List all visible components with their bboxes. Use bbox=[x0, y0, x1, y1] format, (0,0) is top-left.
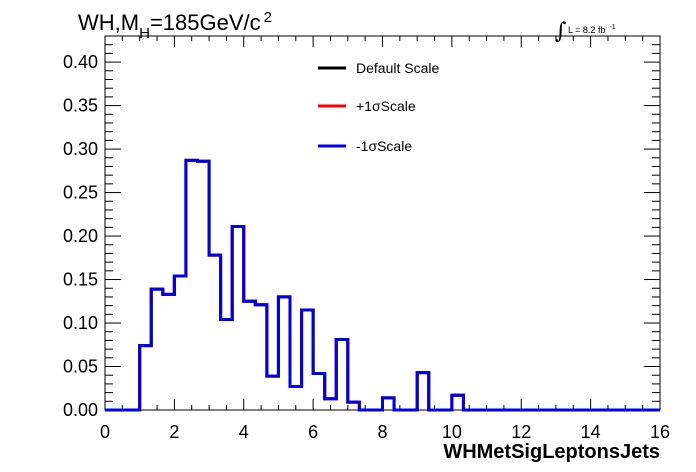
x-tick-label: 16 bbox=[650, 422, 670, 442]
lumi-superscript: -1 bbox=[609, 24, 615, 31]
title-prefix: WH,M bbox=[78, 10, 139, 35]
y-tick-label: 0.15 bbox=[63, 270, 98, 290]
lumi-text: L = 8.2 fb bbox=[568, 25, 605, 35]
y-tick-label: 0.35 bbox=[63, 96, 98, 116]
x-tick-label: 4 bbox=[239, 422, 249, 442]
series-line-1 bbox=[105, 158, 660, 412]
y-tick-label: 0.25 bbox=[63, 183, 98, 203]
x-tick-label: 10 bbox=[442, 422, 462, 442]
legend-label-default: Default Scale bbox=[356, 60, 439, 76]
title-subscript: H bbox=[139, 25, 150, 42]
series-line-2 bbox=[105, 158, 660, 412]
x-tick-label: 6 bbox=[308, 422, 318, 442]
lumi-label: L = 8.2 fb -1 bbox=[568, 24, 616, 35]
legend-label-minus1sigma: -1σScale bbox=[356, 138, 412, 154]
y-tick-label: 0.40 bbox=[63, 52, 98, 72]
x-tick-label: 8 bbox=[377, 422, 387, 442]
x-axis-label: WHMetSigLeptonsJets bbox=[443, 441, 660, 463]
y-tick-label: 0.20 bbox=[63, 226, 98, 246]
y-tick-label: 0.30 bbox=[63, 139, 98, 159]
lumi-integral-symbol: ∫ bbox=[555, 19, 567, 44]
plot-frame bbox=[104, 35, 661, 411]
y-tick-label: 0.05 bbox=[63, 357, 98, 377]
series-layer bbox=[105, 158, 660, 412]
series-line-0 bbox=[105, 158, 660, 412]
y-axis: 0.00 0.05 0.10 0.15 0.20 0.25 0.30 0.35 0.40 bbox=[63, 35, 660, 420]
legend: Default Scale +1σScale -1σScale bbox=[318, 60, 439, 154]
legend-label-plus1sigma: +1σScale bbox=[356, 98, 416, 114]
x-tick-label: 14 bbox=[581, 422, 601, 442]
title-main: =185GeV/c bbox=[150, 10, 261, 35]
x-tick-label: 0 bbox=[100, 422, 110, 442]
x-tick-label: 2 bbox=[169, 422, 179, 442]
title-superscript: 2 bbox=[264, 9, 272, 26]
y-tick-label: 0.10 bbox=[63, 313, 98, 333]
y-tick-label: 0.00 bbox=[63, 400, 98, 420]
x-tick-label: 12 bbox=[511, 422, 531, 442]
chart-title: WH,MH=185GeV/c 2 bbox=[78, 9, 272, 42]
